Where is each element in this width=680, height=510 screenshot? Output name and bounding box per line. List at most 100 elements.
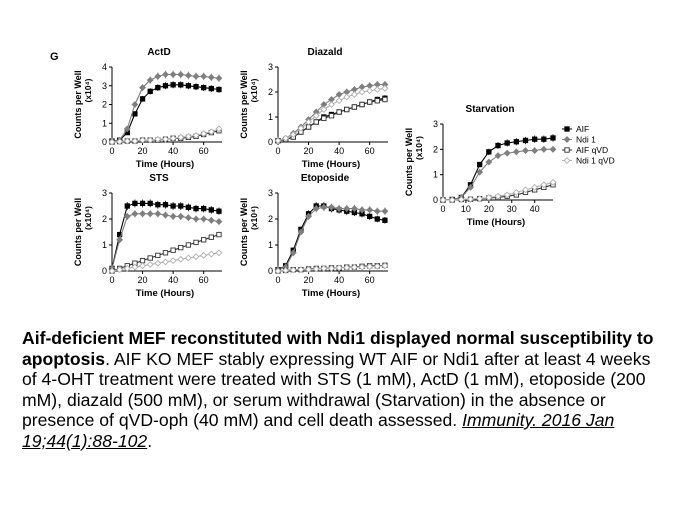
data-point-aif-sts [178,203,184,209]
data-point-ndi-1-qvd-diazald [373,86,381,93]
data-point-ndi-1-actd [139,84,146,92]
data-point-ndi-1-actd [131,101,139,108]
data-point-ndi-1-qvd-sts [154,259,162,267]
x-tick-label-etoposide: 20 [304,275,314,285]
data-point-ndi-1-qvd-diazald [274,137,282,145]
data-point-ndi-1-qvd-sts [123,264,131,272]
data-point-ndi-1-qvd-sts [146,261,154,268]
data-point-aif-qvd-sts [147,255,153,261]
data-point-ndi-1-etoposide [381,207,389,215]
data-point-aif-qvd-diazald [313,119,319,125]
data-point-ndi-1-sts [184,214,192,222]
y-tick-label-actd: 2 [102,100,107,110]
chart-diazald: Diazald 0 1 2 3 0 20 40 60 Time (Hours) Counts per… [239,47,389,170]
data-point-ndi-1-qvd-sts [108,267,116,275]
data-point-ndi-1-sts [139,210,146,218]
figure-caption: Aif-deficient MEF reconstituted with Ndi… [22,328,662,451]
data-point-aif-qvd-sts [216,231,222,238]
data-point-aif-sts [185,204,192,210]
data-point-ndi-1-qvd-starvation [439,196,447,204]
data-point-aif-actd [208,85,214,92]
data-point-aif-qvd-sts [201,237,207,243]
x-tick-label-starvation: 10 [461,204,471,214]
data-point-aif-qvd-diazald [351,104,358,110]
data-point-ndi-1-actd [200,72,208,80]
data-point-aif-sts [193,205,199,212]
data-point-ndi-1-sts [131,210,139,218]
data-point-ndi-1-qvd-actd [184,132,192,140]
data-point-aif-actd [216,86,222,93]
data-point-ndi-1-qvd-sts [207,250,215,258]
y-tick-label-etoposide: 3 [268,188,273,198]
data-point-aif-qvd-diazald [328,113,335,119]
data-point-ndi-1-qvd-etoposide [358,263,366,271]
data-point-ndi-1-starvation [485,158,493,166]
data-point-ndi-1-qvd-diazald [358,88,366,96]
data-point-ndi-1-qvd-starvation [457,196,465,203]
data-point-aif-qvd-diazald [367,99,373,105]
y-tick-label-actd: 4 [102,62,107,72]
caption-body: . AIF KO MEF stably expressing WT AIF or… [22,348,651,431]
data-point-ndi-1-etoposide [320,203,328,211]
data-point-ndi-1-sts [116,236,124,244]
data-point-ndi-1-qvd-actd [215,125,223,133]
caption-bold-title: Aif-deficient MEF reconstituted with Ndi… [22,328,654,369]
data-point-aif-qvd-sts [170,247,176,253]
y-tick-label-etoposide: 2 [268,214,273,224]
y-tick-label-starvation: 1 [433,170,438,180]
data-point-ndi-1-etoposide [305,212,312,220]
data-point-ndi-1-qvd-sts [177,255,185,263]
y-axis-unit-diazald: (x10⁴) [249,78,259,102]
data-point-aif-qvd-sts [155,252,161,259]
data-point-aif-starvation [486,149,492,155]
series-ndi-1-sts [108,210,223,272]
data-point-ndi-1-starvation [476,168,484,176]
data-point-aif-actd [178,82,184,88]
x-axis-label-actd: Time (Hours) [136,159,194,170]
data-point-ndi-1-etoposide [335,205,343,213]
legend-label-aif: AIF [576,124,589,134]
data-point-ndi-1-qvd-sts [116,266,124,274]
data-point-aif-sts [132,200,138,207]
data-point-ndi-1-sts [162,211,169,219]
data-point-ndi-1-qvd-starvation [485,194,493,201]
data-point-ndi-1-qvd-sts [184,254,192,262]
data-point-ndi-1-qvd-actd [207,128,215,136]
data-point-aif-starvation [477,161,483,168]
y-tick-label-diazald: 2 [268,87,273,97]
data-point-aif-sts [124,203,130,209]
data-point-ndi-1-qvd-etoposide [366,263,374,271]
data-point-aif-sts [170,203,176,209]
data-point-ndi-1-qvd-etoposide [305,266,312,273]
data-point-aif-qvd-sts [185,242,192,248]
data-point-ndi-1-etoposide [373,207,381,215]
y-axis-label-actd: Counts per Well [73,70,83,138]
data-point-ndi-1-starvation [467,183,474,191]
data-point-ndi-1-qvd-etoposide [274,267,282,275]
data-point-ndi-1-qvd-etoposide [335,264,343,272]
data-point-ndi-1-etoposide [366,206,374,214]
data-point-aif-sts [216,208,222,214]
data-point-ndi-1-starvation [494,152,502,160]
data-point-aif-sts [208,207,214,213]
x-tick-label-actd: 40 [168,146,178,156]
data-point-aif-actd [147,88,153,95]
data-point-ndi-1-etoposide [328,203,335,211]
caption-citation-link[interactable]: Immunity. 2016 Jan 19;44(1):88-102 [22,410,615,451]
x-axis-label-starvation: Time (Hours) [467,217,525,228]
data-point-ndi-1-actd [207,73,215,81]
data-point-aif-etoposide [367,213,373,220]
y-tick-label-sts: 1 [102,240,107,250]
y-tick-label-actd: 3 [102,81,107,91]
chart-title-sts: STS [149,173,169,184]
x-axis-label-sts: Time (Hours) [136,288,194,299]
data-point-ndi-1-qvd-starvation [540,181,548,189]
data-point-ndi-1-qvd-actd [192,132,200,139]
x-axis-label-diazald: Time (Hours) [302,159,360,170]
x-tick-label-sts: 20 [138,275,148,285]
data-point-ndi-1-qvd-diazald [312,112,320,120]
data-point-aif-etoposide [374,216,380,222]
x-tick-label-starvation: 20 [484,204,494,214]
data-point-ndi-1-qvd-etoposide [289,266,297,274]
data-point-aif-actd [162,83,169,89]
